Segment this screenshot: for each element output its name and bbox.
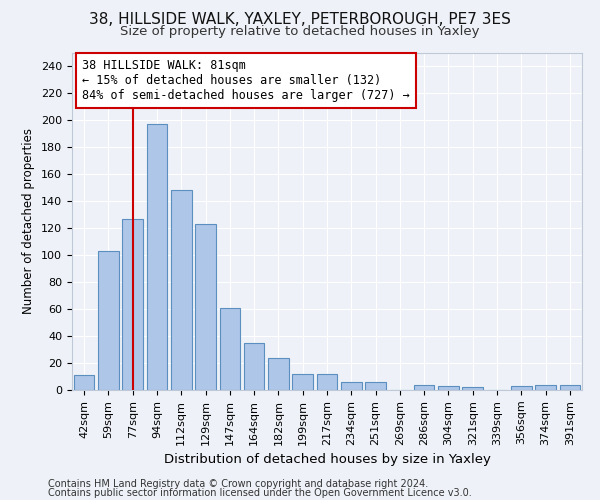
Bar: [317, 374, 337, 390]
Bar: [365, 382, 386, 390]
Bar: [74, 375, 94, 390]
Bar: [195, 224, 216, 390]
Bar: [463, 388, 483, 390]
Bar: [268, 358, 289, 390]
X-axis label: Distribution of detached houses by size in Yaxley: Distribution of detached houses by size …: [164, 453, 490, 466]
Text: Size of property relative to detached houses in Yaxley: Size of property relative to detached ho…: [120, 25, 480, 38]
Bar: [98, 251, 119, 390]
Bar: [414, 384, 434, 390]
Bar: [122, 218, 143, 390]
Text: 38 HILLSIDE WALK: 81sqm
← 15% of detached houses are smaller (132)
84% of semi-d: 38 HILLSIDE WALK: 81sqm ← 15% of detache…: [82, 59, 410, 102]
Text: 38, HILLSIDE WALK, YAXLEY, PETERBOROUGH, PE7 3ES: 38, HILLSIDE WALK, YAXLEY, PETERBOROUGH,…: [89, 12, 511, 28]
Bar: [535, 384, 556, 390]
Bar: [171, 190, 191, 390]
Bar: [511, 386, 532, 390]
Bar: [146, 124, 167, 390]
Y-axis label: Number of detached properties: Number of detached properties: [22, 128, 35, 314]
Bar: [292, 374, 313, 390]
Bar: [438, 386, 459, 390]
Text: Contains HM Land Registry data © Crown copyright and database right 2024.: Contains HM Land Registry data © Crown c…: [48, 479, 428, 489]
Bar: [244, 343, 265, 390]
Bar: [560, 384, 580, 390]
Bar: [220, 308, 240, 390]
Bar: [341, 382, 362, 390]
Text: Contains public sector information licensed under the Open Government Licence v3: Contains public sector information licen…: [48, 488, 472, 498]
